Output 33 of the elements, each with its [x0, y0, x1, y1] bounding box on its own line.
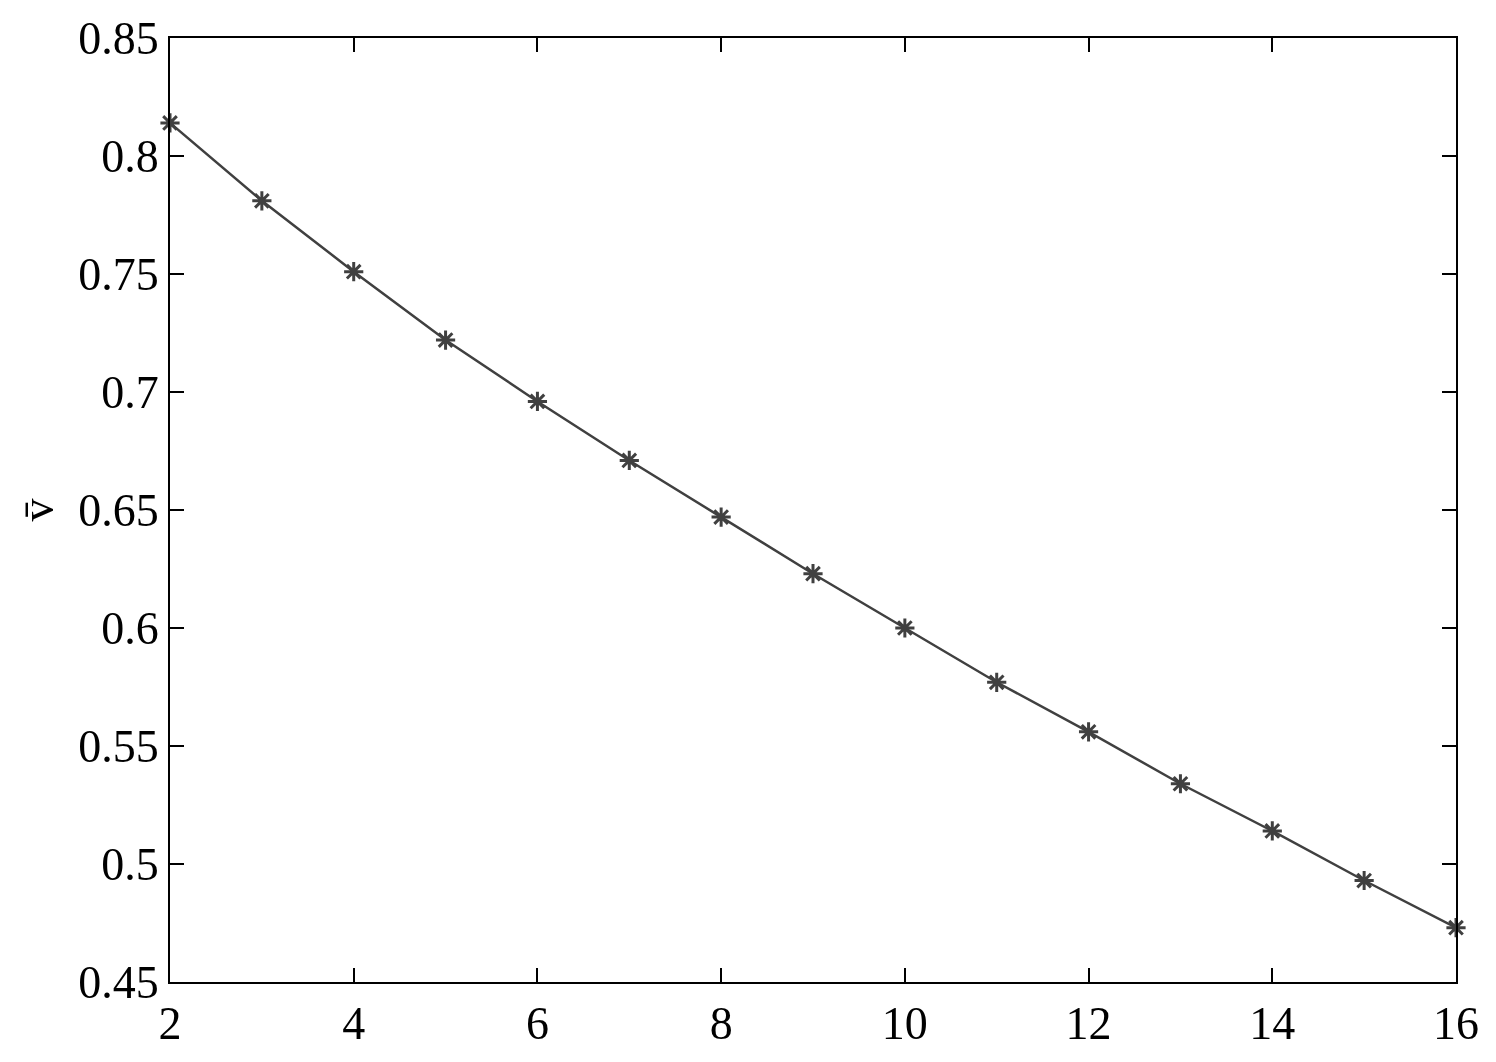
point [250, 189, 273, 212]
point [1444, 916, 1468, 939]
point [985, 671, 1008, 694]
y-tick-label: 0.85 [78, 13, 159, 65]
y-tick-label: 0.8 [101, 131, 159, 183]
point [434, 328, 457, 352]
point [893, 616, 916, 640]
point [710, 505, 733, 529]
point [1261, 819, 1284, 843]
y-tick-label: 0.65 [78, 485, 159, 537]
x-tick-label: 4 [342, 998, 366, 1050]
y-tick-label: 0.55 [78, 721, 159, 773]
point [158, 111, 182, 135]
x-tick-label: 6 [525, 998, 549, 1050]
point [526, 390, 549, 413]
point [1077, 720, 1100, 743]
x-tick-label: 10 [881, 998, 928, 1050]
y-tick-label: 0.75 [78, 249, 159, 301]
x-tick-label: 2 [158, 998, 182, 1050]
y-tick-label: 0.7 [101, 367, 159, 419]
x-tick-label: 12 [1065, 998, 1112, 1050]
y-tick-label: 0.45 [78, 957, 159, 1009]
y-axis-title: v̄ [12, 498, 64, 522]
x-tick-label: 8 [709, 998, 733, 1050]
point [801, 562, 825, 585]
point [1169, 772, 1192, 795]
y-tick-label: 0.5 [101, 839, 159, 891]
y-tick-label: 0.6 [101, 603, 159, 655]
point [618, 449, 641, 472]
point [1353, 869, 1376, 892]
x-tick-label: 16 [1433, 998, 1479, 1050]
point [342, 260, 365, 283]
x-tick-label: 14 [1249, 998, 1296, 1050]
